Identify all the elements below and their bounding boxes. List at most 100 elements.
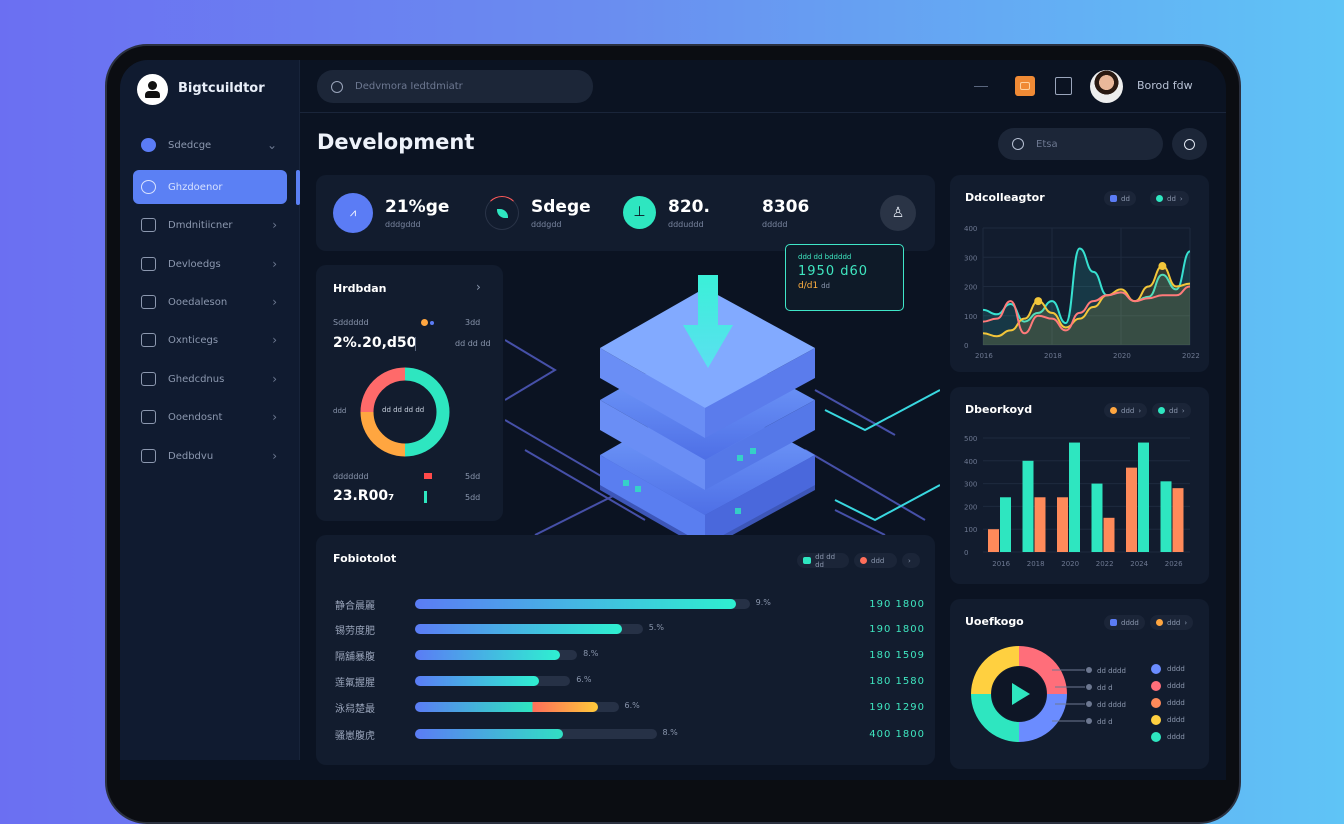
chart-icon [141,257,156,271]
minimize-icon[interactable] [974,86,988,87]
callout-label: dd d [1097,684,1113,692]
chevron-right-icon: › [272,218,277,232]
chevron-down-icon: ⌄ [267,138,277,152]
user-icon [148,81,157,90]
x-tick-label: 2020 [1113,352,1131,360]
bar [988,529,999,552]
tooltip: ddd dd bddddd 1950 d60 d/d1 dd [785,244,904,311]
y-tick-label: 300 [964,481,977,489]
folder-icon [141,295,156,309]
bar [1173,488,1184,552]
legend-item[interactable]: dd › [1150,191,1189,206]
user-name[interactable]: Borod fdw [1137,79,1193,92]
sidebar-item[interactable]: Ooendosnt › [133,400,287,434]
sidebar-item[interactable]: Devloedgs › [133,247,287,281]
x-tick-label: 2022 [1096,560,1114,568]
legend-item[interactable]: dd › [1152,403,1191,418]
callout-label: dd dddd [1097,701,1126,709]
y-tick-label: 500 [964,435,977,443]
bar [1069,443,1080,552]
notification-icon[interactable] [1015,76,1035,96]
summary-title: Hrdbdan [333,282,387,295]
y-tick-label: 400 [964,458,977,466]
stat-3: 820.ddduddd [668,197,710,229]
plug-icon: ⊥ [623,196,656,229]
progress-row: 莲氟握腥 6.% 180 1580 [335,674,925,688]
progress-value: 180 1509 [869,650,925,661]
progress-row: 锡劳度肥 5.% 190 1800 [335,622,925,636]
chevron-right-icon[interactable]: › [902,553,920,568]
sidebar-item[interactable]: Ghedcdnus › [133,362,287,396]
row1-label: Sdddddd [333,318,369,327]
page-title: Development [317,130,474,154]
user-avatar[interactable] [1090,70,1123,103]
x-tick-label: 2018 [1027,560,1045,568]
sidebar-item-label: Dmdnitiicner [168,220,232,231]
legend-item[interactable]: ddd [854,553,897,568]
progress-row: 静合晨麗 9.% 190 1800 [335,597,925,611]
legend-item[interactable]: ddd › [1104,403,1147,418]
clipboard-icon [141,372,156,386]
sidebar-item-label: Ghzdoenor [168,182,223,193]
bar [1035,497,1046,552]
tooltip-sub-value: d/d1 [798,281,818,291]
sidebar-item[interactable]: Sdedcge ⌄ [133,128,287,162]
top-search-input[interactable]: Dedvmora Iedtdmiatr [317,70,593,103]
status-marker [424,491,427,503]
calendar-icon[interactable] [1055,77,1072,95]
bar [1057,497,1068,552]
y-tick-label: 0 [964,549,968,557]
search-icon [331,81,343,93]
sidebar-item[interactable]: Oxnticegs › [133,323,287,357]
bar-chart-title: Dbeorkoyd [965,403,1032,416]
chevron-right-icon: › [272,295,277,309]
y-tick-label: 200 [964,503,977,511]
donut-center-label: dd dd dd dd [382,406,424,414]
progress-fill [415,729,563,739]
status-dots [421,319,434,326]
sidebar-item-label: Oxnticegs [168,335,218,346]
progress-fill [415,624,622,634]
y-tick-label: 200 [964,284,977,292]
x-tick-label: 2022 [1182,352,1200,360]
tooltip-sub-tag: dd [821,282,830,290]
active-indicator [296,170,300,205]
sidebar-item[interactable]: Dmdnitiicner › [133,208,287,242]
x-tick-label: 2020 [1061,560,1079,568]
progress-label: 隔舖暴腹 [335,648,415,663]
progress-value: 180 1580 [869,676,925,687]
progress-value: 190 1800 [869,624,925,635]
row1-tag: dd dd dd [455,339,491,348]
logo-avatar [137,74,168,105]
legend-item[interactable]: ddd › [1150,615,1193,630]
progress-title: Fobiotolot [333,552,396,565]
chevron-right-icon: › [272,372,277,386]
sidebar-item[interactable]: Ghzdoenor [133,170,287,204]
divider [415,337,416,351]
progress-value: 190 1800 [869,599,925,610]
progress-fill [415,676,539,686]
legend-item[interactable]: dd [1104,191,1136,206]
chevron-right-icon[interactable]: › [476,280,481,294]
row2-label: ddddddd [333,472,369,481]
sidebar-item[interactable]: Dedbdvu › [133,439,287,473]
progress-value: 190 1290 [869,702,925,713]
search-button[interactable] [1172,128,1207,160]
row1-right: 3dd [465,318,480,327]
progress-fill [415,702,598,712]
line-chart-title: Ddcolleagtor [965,191,1045,204]
progress-percent: 8.% [583,649,598,658]
legend-item[interactable]: dddd [1104,615,1145,630]
legend-item[interactable]: dd dd dd [797,553,849,568]
main-search-input[interactable]: Etsa [998,128,1163,160]
pie-legend-item: dddd [1151,732,1185,742]
search-icon [1012,138,1024,150]
profile-button[interactable]: ♙ [880,195,916,231]
pie-chart-title: Uoefkogo [965,615,1024,628]
donut-side-label: ddd [333,407,346,415]
sidebar-item[interactable]: Ooedaleson › [133,285,287,319]
progress-fill [415,650,560,660]
chevron-right-icon: › [272,449,277,463]
tooltip-value: 1950 d60 [798,264,891,279]
